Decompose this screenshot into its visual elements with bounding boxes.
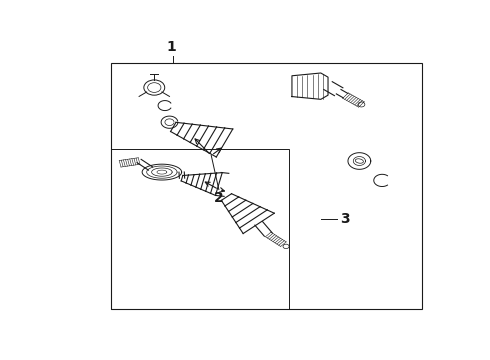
Text: 2: 2 <box>214 192 224 206</box>
Text: 1: 1 <box>167 40 176 54</box>
Text: 3: 3 <box>341 212 350 226</box>
Bar <box>111 149 289 309</box>
Bar <box>111 63 422 309</box>
